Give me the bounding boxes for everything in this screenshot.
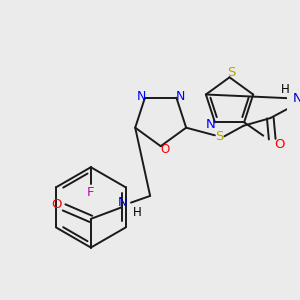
- Text: O: O: [51, 198, 62, 211]
- Text: N: N: [176, 90, 185, 103]
- Text: O: O: [161, 142, 170, 155]
- Text: N: N: [136, 90, 146, 103]
- Text: O: O: [274, 138, 285, 152]
- Text: F: F: [87, 186, 94, 199]
- Text: S: S: [227, 66, 236, 79]
- Text: N: N: [118, 196, 127, 209]
- Text: H: H: [132, 206, 141, 219]
- Text: N: N: [293, 92, 300, 106]
- Text: H: H: [281, 83, 290, 96]
- Text: N: N: [206, 118, 216, 131]
- Text: S: S: [215, 130, 224, 143]
